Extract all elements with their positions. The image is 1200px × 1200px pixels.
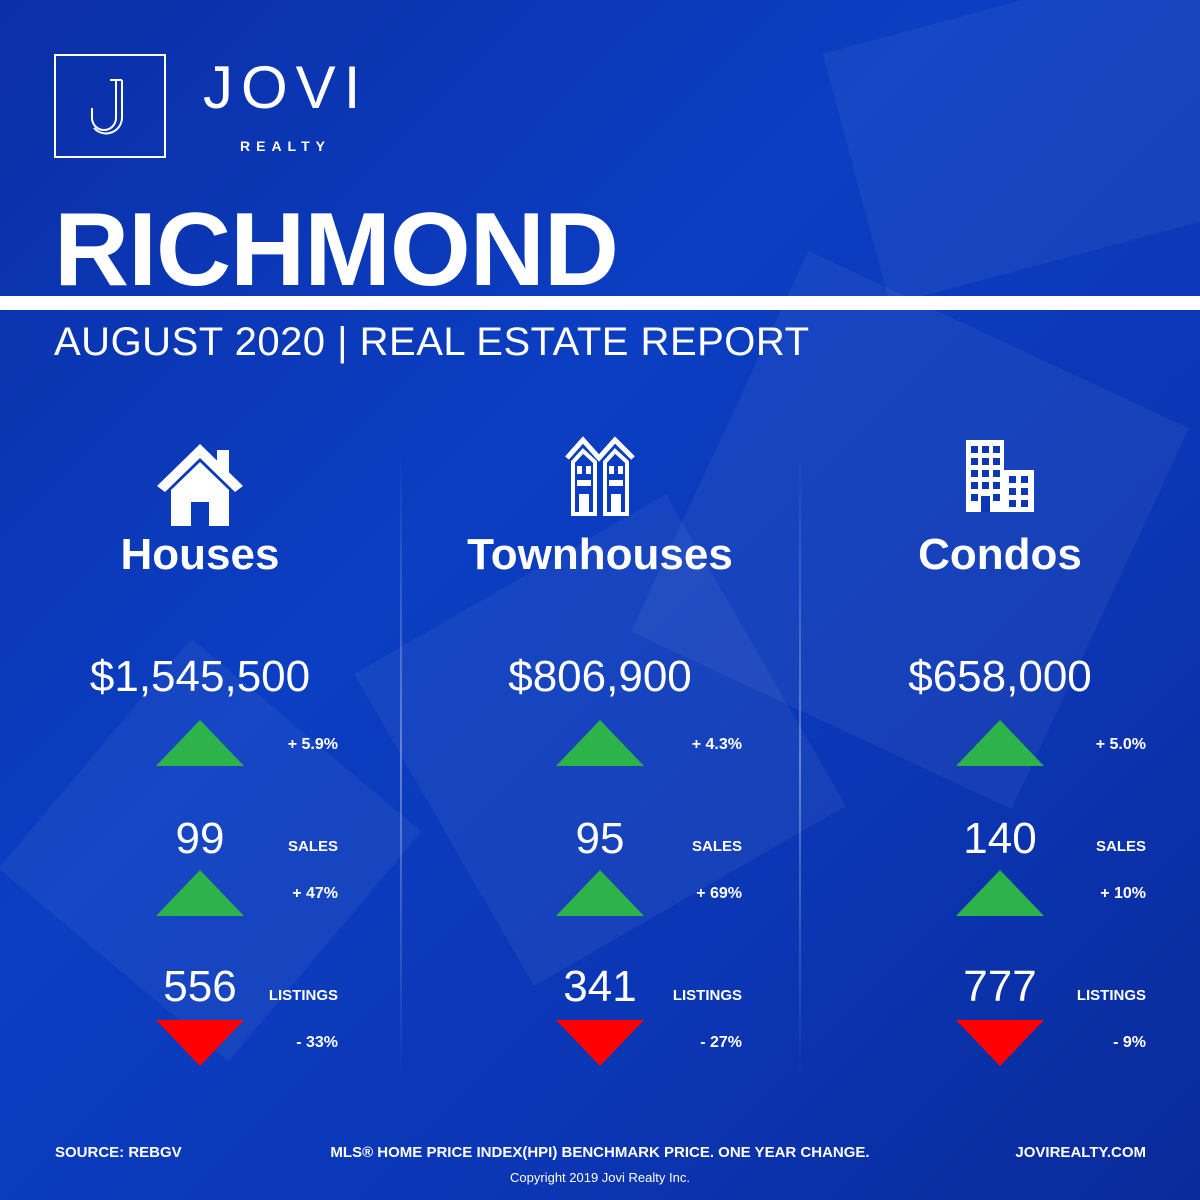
city-title: RICHMOND: [54, 192, 619, 308]
price-change: + 5.9%: [287, 736, 338, 753]
benchmark-price: $1,545,500: [89, 652, 311, 701]
report-subtitle: AUGUST 2020 | REAL ESTATE REPORT: [54, 320, 810, 364]
column-condos: Condos $658,000 + 5.0% 140 SALES + 10% 7…: [800, 430, 1200, 1090]
trend-up-icon: [156, 720, 244, 766]
sales-count: 140: [963, 814, 1037, 863]
house-icon: [0, 430, 400, 526]
column-divider: [400, 450, 402, 1080]
listings-change: - 27%: [700, 1034, 742, 1051]
sales-change: + 47%: [292, 885, 338, 902]
trend-down-icon: [956, 1020, 1044, 1066]
sales-label: SALES: [287, 838, 338, 855]
trend-up-icon: [156, 870, 244, 916]
source-note: SOURCE: REBGV: [55, 1144, 182, 1161]
column-townhouses: Townhouses $806,900 + 4.3% 95 SALES + 69…: [400, 430, 800, 1090]
listings-label: LISTINGS: [1076, 987, 1146, 1004]
logo-mark: [54, 54, 166, 158]
benchmark-price: $806,900: [508, 652, 692, 701]
listings-count: 341: [563, 962, 637, 1011]
logo-j-icon: [91, 79, 123, 135]
listings-change: - 33%: [296, 1034, 338, 1051]
trend-up-icon: [956, 870, 1044, 916]
trend-down-icon: [556, 1020, 644, 1066]
trend-down-icon: [156, 1020, 244, 1066]
listings-change: - 9%: [1113, 1034, 1146, 1051]
sales-change: + 10%: [1100, 885, 1146, 902]
methodology-note: MLS® HOME PRICE INDEX(HPI) BENCHMARK PRI…: [330, 1144, 870, 1161]
sales-label: SALES: [691, 838, 742, 855]
category-title: Houses: [120, 530, 280, 579]
category-title: Townhouses: [467, 530, 733, 579]
listings-count: 556: [163, 962, 237, 1011]
sales-count: 95: [575, 814, 625, 863]
trend-up-icon: [556, 870, 644, 916]
sales-count: 99: [175, 814, 225, 863]
sales-change: + 69%: [696, 885, 742, 902]
column-houses: Houses $1,545,500 + 5.9% 99 SALES + 47% …: [0, 430, 400, 1090]
sales-label: SALES: [1095, 838, 1146, 855]
listings-count: 777: [963, 962, 1037, 1011]
copyright: Copyright 2019 Jovi Realty Inc.: [510, 1170, 690, 1185]
listings-label: LISTINGS: [268, 987, 338, 1004]
website-link[interactable]: JOVIREALTY.COM: [1015, 1144, 1146, 1161]
brand-name: JOVI: [203, 54, 369, 121]
price-change: + 4.3%: [691, 736, 742, 753]
price-change: + 5.0%: [1095, 736, 1146, 753]
condo-building-icon: [800, 430, 1200, 520]
listings-label: LISTINGS: [672, 987, 742, 1004]
title-rule: [0, 296, 1200, 310]
trend-up-icon: [556, 720, 644, 766]
trend-up-icon: [956, 720, 1044, 766]
townhouse-icon: [400, 430, 800, 520]
brand-subtitle: REALTY: [240, 138, 331, 154]
column-divider: [799, 450, 801, 1080]
category-title: Condos: [918, 530, 1082, 579]
benchmark-price: $658,000: [908, 652, 1092, 701]
